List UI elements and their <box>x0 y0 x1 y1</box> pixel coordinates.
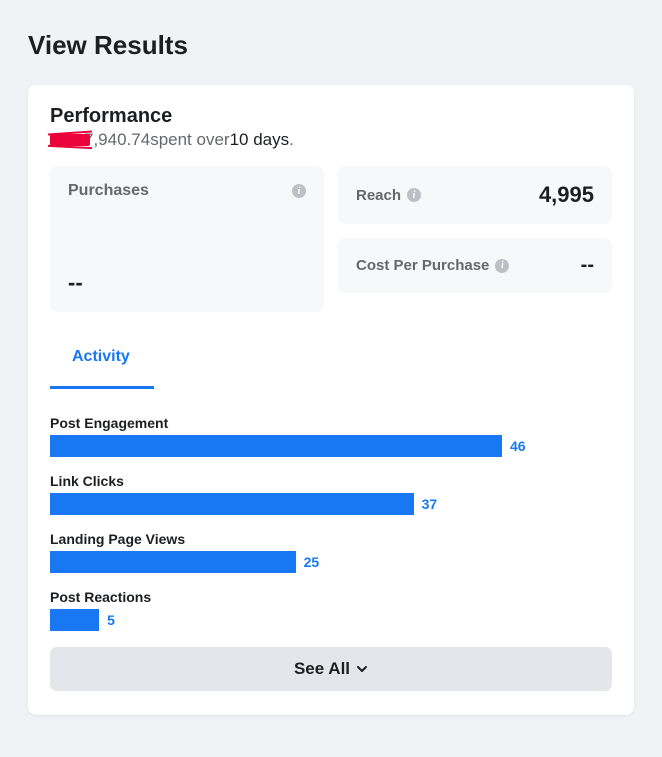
bar-label: Landing Page Views <box>50 531 612 547</box>
bar-value: 46 <box>510 438 526 454</box>
see-all-label: See All <box>294 659 350 679</box>
bar-fill <box>50 435 502 457</box>
tab-underline <box>50 386 154 389</box>
spent-amount: 7,940.74 <box>84 130 150 150</box>
metric-value-cpp: -- <box>581 254 594 277</box>
bar-item: Link Clicks 37 <box>50 473 612 515</box>
metric-value-purchases: -- <box>68 270 306 296</box>
spent-suffix: . <box>289 130 294 150</box>
spent-summary: 7,940.74 spent over 10 days . <box>50 130 612 150</box>
see-all-button[interactable]: See All <box>50 647 612 691</box>
metric-label-purchases: Purchases <box>68 182 149 200</box>
metric-cost-per-purchase: Cost Per Purchase i -- <box>338 238 612 293</box>
redacted-currency <box>50 134 90 146</box>
bar-row: 37 <box>50 493 612 515</box>
bar-row: 25 <box>50 551 612 573</box>
bar-fill <box>50 551 296 573</box>
chevron-down-icon <box>356 663 368 675</box>
bar-label: Link Clicks <box>50 473 612 489</box>
performance-heading: Performance <box>50 105 612 128</box>
bar-item: Post Engagement 46 <box>50 415 612 457</box>
bar-item: Post Reactions 5 <box>50 589 612 631</box>
results-card: Performance 7,940.74 spent over 10 days … <box>28 85 634 715</box>
bar-row: 5 <box>50 609 612 631</box>
spent-text: spent over <box>150 130 229 150</box>
page-title: View Results <box>28 30 634 61</box>
activity-chart: Post Engagement 46 Link Clicks 37 Landing Pa… <box>50 415 612 631</box>
tab-activity[interactable]: Activity <box>68 338 134 380</box>
bar-fill <box>50 609 99 631</box>
bar-label: Post Engagement <box>50 415 612 431</box>
bar-value: 37 <box>422 496 438 512</box>
bar-fill <box>50 493 414 515</box>
metrics-row: Purchases i -- Reach i 4,995 Cost Per <box>50 166 612 312</box>
metric-value-reach: 4,995 <box>539 182 594 208</box>
bar-value: 5 <box>107 612 115 628</box>
bar-row: 46 <box>50 435 612 457</box>
info-icon[interactable]: i <box>407 188 421 202</box>
spent-days: 10 days <box>230 130 290 150</box>
bar-label: Post Reactions <box>50 589 612 605</box>
metric-label-reach: Reach <box>356 187 401 204</box>
info-icon[interactable]: i <box>292 184 306 198</box>
bar-item: Landing Page Views 25 <box>50 531 612 573</box>
metric-reach: Reach i 4,995 <box>338 166 612 224</box>
info-icon[interactable]: i <box>495 259 509 273</box>
metric-purchases: Purchases i -- <box>50 166 324 312</box>
metric-label-cpp: Cost Per Purchase <box>356 257 489 274</box>
tabs: Activity <box>50 338 612 380</box>
bar-value: 25 <box>304 554 320 570</box>
